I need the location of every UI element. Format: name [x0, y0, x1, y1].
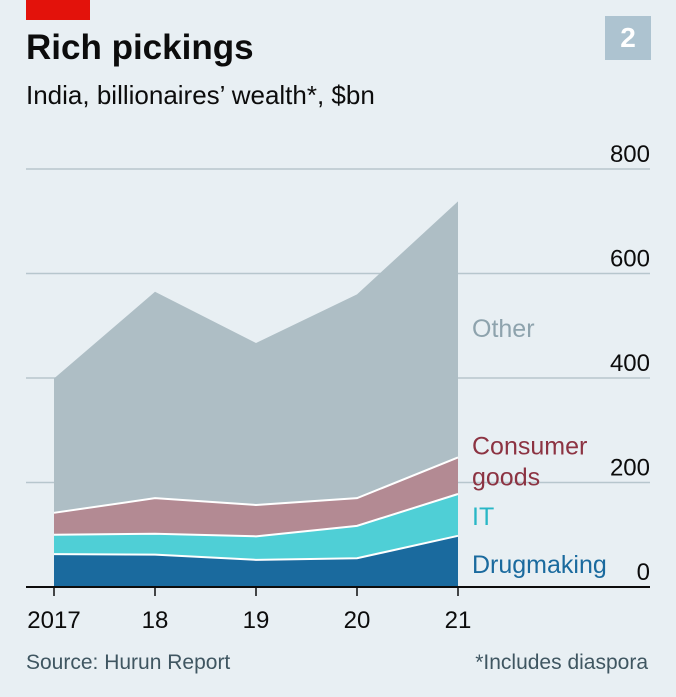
- area-series-drugmaking: [54, 535, 458, 587]
- area-series-consumer-goods: [54, 457, 458, 537]
- chart-subtitle: India, billionaires’ wealth*, $bn: [26, 80, 375, 110]
- x-tick-label: 18: [142, 607, 169, 634]
- footnote: *Includes diaspora: [475, 651, 648, 674]
- series-separator-line: [53, 456, 459, 514]
- series-label-drugmaking: Drugmaking: [472, 551, 607, 579]
- x-tick-label: 19: [243, 607, 270, 634]
- series-separator-line: [53, 534, 459, 561]
- series-label-it: IT: [472, 503, 494, 531]
- series-label-consumer-goods: goods: [472, 464, 540, 492]
- y-tick-label: 0: [637, 559, 650, 586]
- area-series-it: [54, 493, 458, 560]
- x-tick-label: 20: [344, 607, 371, 634]
- y-tick-label: 400: [610, 350, 650, 377]
- source-note: Source: Hurun Report: [26, 651, 231, 674]
- chart-number-badge: 2: [605, 16, 651, 60]
- y-tick-label: 800: [610, 141, 650, 168]
- x-tick-label: 21: [445, 607, 472, 634]
- series-separator-line: [53, 493, 459, 538]
- y-tick-label: 200: [610, 455, 650, 482]
- series-label-consumer-goods: Consumer: [472, 433, 587, 461]
- area-series-other: [54, 201, 458, 513]
- brand-red-tag: [26, 0, 90, 20]
- y-tick-label: 600: [610, 246, 650, 273]
- chart-title: Rich pickings: [26, 28, 254, 67]
- series-label-other: Other: [472, 315, 535, 343]
- x-tick-label: 2017: [27, 607, 80, 634]
